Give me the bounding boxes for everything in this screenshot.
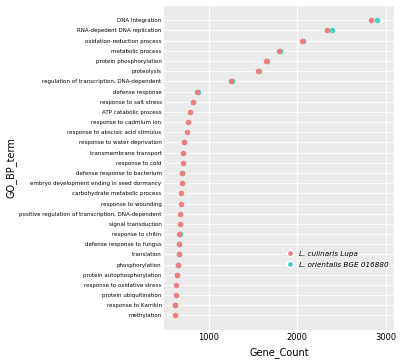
Point	[187, 109, 193, 115]
Point	[176, 231, 183, 237]
Point	[277, 48, 284, 54]
Point	[178, 180, 185, 186]
Point	[374, 17, 380, 23]
Point	[172, 302, 179, 308]
Point	[194, 89, 201, 95]
X-axis label: Gene_Count: Gene_Count	[250, 348, 309, 359]
Point	[173, 282, 180, 288]
Point	[190, 99, 196, 104]
Point	[176, 252, 182, 257]
Point	[324, 28, 330, 33]
Point	[299, 38, 306, 44]
Point	[228, 79, 234, 84]
Point	[190, 99, 196, 104]
Point	[276, 48, 283, 54]
Point	[174, 272, 180, 278]
Point	[264, 58, 270, 64]
Point	[172, 302, 178, 308]
Point	[175, 252, 182, 257]
Point	[176, 241, 182, 247]
Point	[194, 89, 200, 95]
Point	[263, 58, 269, 64]
Point	[256, 68, 262, 74]
Point	[179, 170, 186, 176]
Point	[178, 190, 184, 196]
Point	[173, 292, 179, 298]
Legend: L. culinaris Lupa, L. orientalis BGE 016880: L. culinaris Lupa, L. orientalis BGE 016…	[285, 248, 391, 270]
Point	[177, 221, 183, 227]
Point	[228, 79, 235, 84]
Point	[179, 170, 185, 176]
Point	[177, 211, 184, 217]
Point	[175, 262, 181, 268]
Point	[328, 28, 335, 33]
Point	[368, 17, 375, 23]
Point	[255, 68, 261, 74]
Point	[181, 139, 188, 145]
Point	[181, 139, 187, 145]
Point	[300, 38, 306, 44]
Y-axis label: GO_BP_term: GO_BP_term	[6, 138, 16, 198]
Point	[174, 272, 181, 278]
Point	[185, 119, 192, 125]
Point	[179, 160, 186, 166]
Point	[176, 241, 182, 247]
Point	[180, 150, 186, 155]
Point	[183, 129, 190, 135]
Point	[172, 313, 178, 318]
Point	[178, 201, 184, 206]
Point	[176, 231, 183, 237]
Point	[175, 262, 182, 268]
